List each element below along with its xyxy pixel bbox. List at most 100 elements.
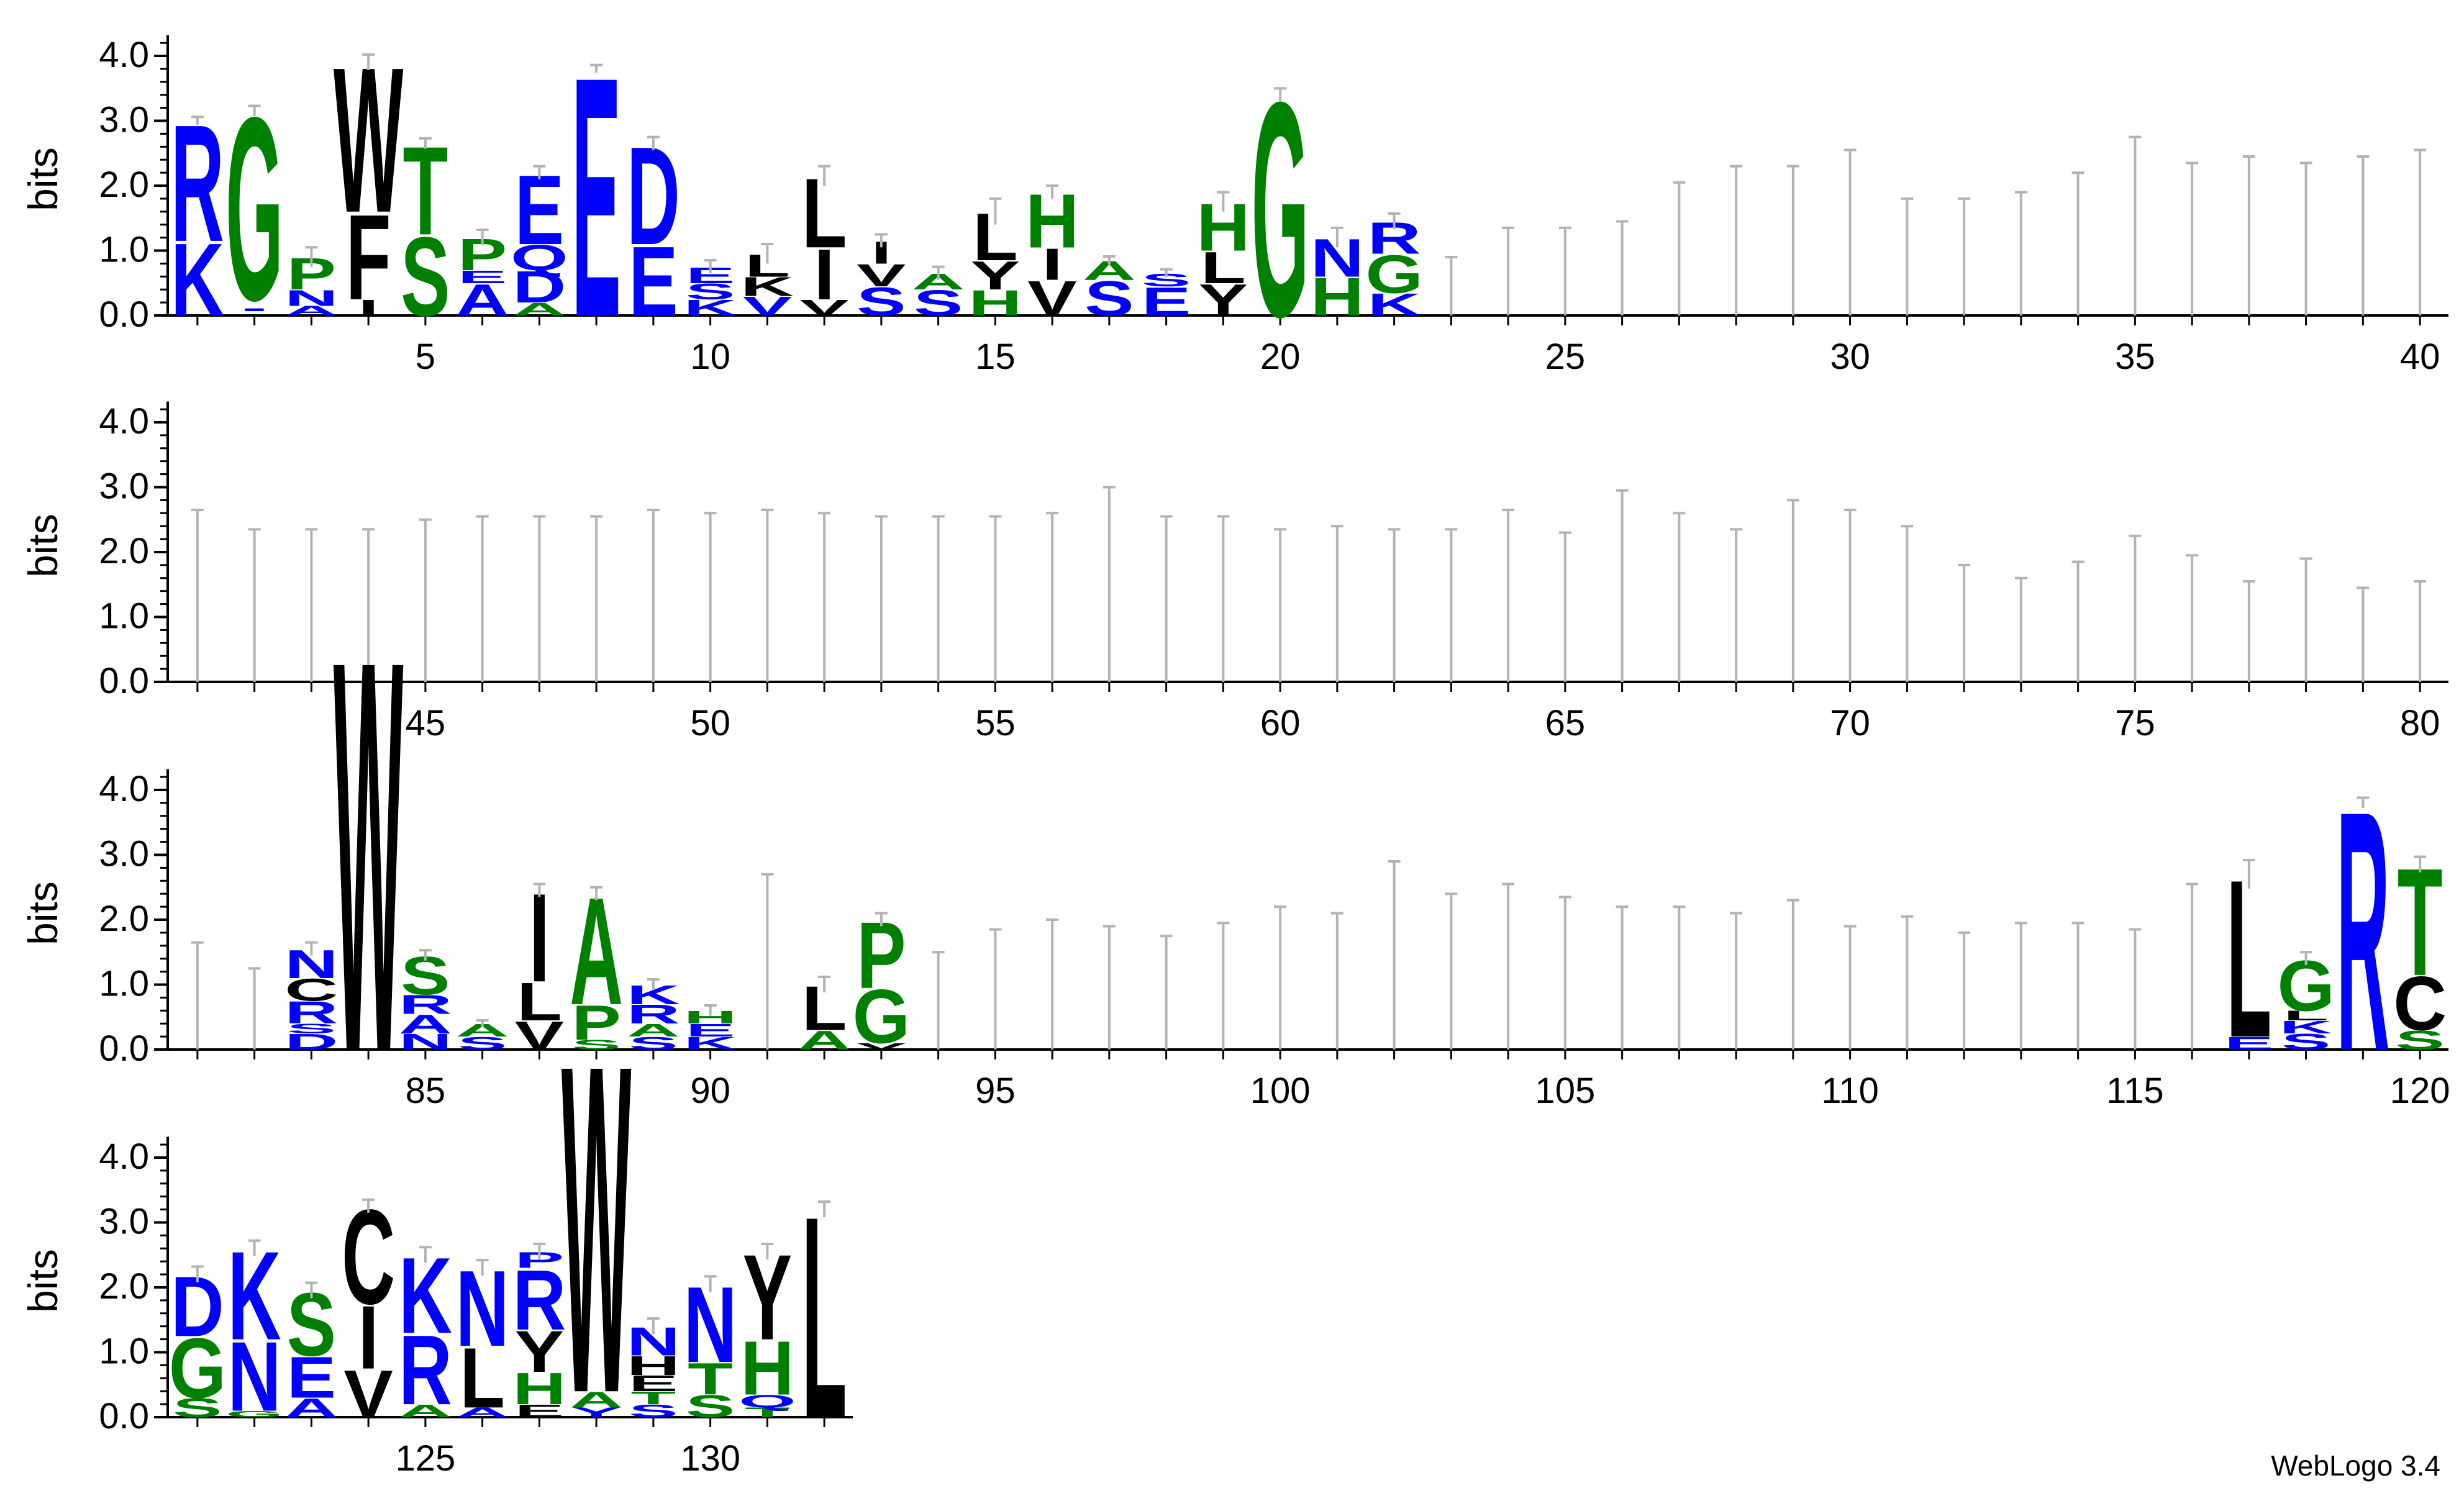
logo-column-47 xyxy=(533,515,546,682)
logo-column-28 xyxy=(1730,165,1743,315)
logo-letter: L xyxy=(460,1330,505,1426)
logo-letter: S xyxy=(1084,271,1134,326)
logo-column-64 xyxy=(1502,509,1515,682)
y-axis-label: bits xyxy=(20,514,66,578)
logo-column-34 xyxy=(2071,171,2084,315)
logo-column-42 xyxy=(248,528,261,682)
y-tick-label: 2.0 xyxy=(99,531,149,571)
logo-letter: V xyxy=(857,1041,906,1051)
logo-letter: H xyxy=(740,1325,794,1411)
logo-letter: S xyxy=(629,1401,678,1421)
logo-letter: G xyxy=(225,1409,283,1419)
logo-letter: K xyxy=(1368,288,1421,323)
y-tick-label: 4.0 xyxy=(99,769,149,809)
logo-column-25 xyxy=(1558,226,1571,315)
y-axis-label: bits xyxy=(20,1249,66,1313)
logo-letter: K xyxy=(684,1033,737,1053)
logo-column-6: AEP xyxy=(456,229,509,325)
logo-column-50 xyxy=(704,512,717,682)
logo-letter: S xyxy=(686,279,735,304)
logo-column-119: R xyxy=(2336,740,2389,1123)
x-tick-label: 130 xyxy=(680,1438,740,1479)
logo-column-33 xyxy=(2014,191,2027,315)
x-tick-label: 55 xyxy=(975,703,1016,743)
logo-column-10: KSE xyxy=(684,259,737,320)
logo-column-124: VIC xyxy=(342,1182,395,1432)
logo-column-81 xyxy=(191,941,204,1050)
logo-column-58 xyxy=(1160,515,1173,682)
y-tick-label: 3.0 xyxy=(99,1202,149,1242)
x-tick-label: 90 xyxy=(690,1071,730,1111)
logo-column-43 xyxy=(305,528,318,682)
logo-letter: K xyxy=(2280,1017,2333,1037)
logo-column-41 xyxy=(191,509,204,682)
logo-column-106 xyxy=(1616,905,1629,1050)
logo-column-38 xyxy=(2299,161,2312,315)
logo-letter: R xyxy=(399,990,452,1020)
logo-letter: W xyxy=(561,968,632,1490)
logo-column-32 xyxy=(1958,197,1971,315)
logo-column-37 xyxy=(2242,155,2255,315)
logo-column-39 xyxy=(2357,155,2370,315)
logo-letter: R xyxy=(284,995,338,1031)
logo-letter: E xyxy=(458,267,507,287)
logo-letter: F xyxy=(346,189,391,325)
logo-letter: D xyxy=(512,262,566,312)
logo-column-73 xyxy=(2014,576,2027,682)
x-tick-label: 5 xyxy=(416,337,435,377)
logo-letter: E xyxy=(629,1371,678,1396)
x-tick-label: 100 xyxy=(1250,1071,1311,1111)
logo-column-12: VIL xyxy=(799,158,849,320)
logo-letter: A xyxy=(284,1393,338,1423)
logo-column-113 xyxy=(2014,922,2027,1050)
logo-letter: T xyxy=(688,1354,733,1404)
logo-column-20: G xyxy=(1252,39,1309,381)
logo-column-130: STN xyxy=(684,1264,737,1425)
logo-column-107 xyxy=(1673,905,1686,1050)
x-tick-label: 35 xyxy=(2115,337,2155,377)
logo-letter: V xyxy=(799,295,849,320)
logo-letter: S xyxy=(173,1393,222,1423)
y-tick-label: 3.0 xyxy=(99,834,149,874)
logo-column-59 xyxy=(1217,515,1230,682)
logo-letter: S xyxy=(287,1022,336,1036)
logo-letter: H xyxy=(1311,267,1364,327)
logo-letter: A xyxy=(512,299,566,319)
y-axis-label: bits xyxy=(20,147,66,211)
logo-letter: I xyxy=(814,234,835,314)
logo-letter: E xyxy=(2224,1033,2273,1053)
logo-column-92: AL xyxy=(798,974,851,1056)
logo-column-3: ANP xyxy=(284,246,338,319)
x-tick-label: 65 xyxy=(1545,703,1586,743)
logo-column-112 xyxy=(1958,931,1971,1050)
logo-column-105 xyxy=(1558,896,1571,1050)
logo-column-35 xyxy=(2129,135,2142,315)
logo-letter: A xyxy=(399,1401,452,1421)
logo-letter: N xyxy=(284,285,338,311)
logo-letter: G xyxy=(853,974,911,1059)
logo-column-1: KR xyxy=(171,91,224,338)
y-tick-label: 3.0 xyxy=(99,466,149,507)
logo-letter: I xyxy=(358,1288,379,1389)
logo-letter: H xyxy=(968,283,1022,323)
logo-letter: S xyxy=(629,1033,678,1053)
logo-column-56 xyxy=(1046,512,1059,682)
logo-column-2: -G xyxy=(225,63,283,355)
logo-column-24 xyxy=(1502,226,1515,315)
logo-column-29 xyxy=(1786,165,1799,315)
x-tick-label: 105 xyxy=(1535,1071,1595,1111)
logo-column-102 xyxy=(1388,859,1401,1050)
y-tick-label: 2.0 xyxy=(99,1266,149,1307)
logo-column-30 xyxy=(1843,148,1857,315)
logo-column-121: SGD xyxy=(169,1259,227,1423)
logo-letter: - xyxy=(242,295,267,320)
logo-column-91 xyxy=(761,873,774,1050)
logo-column-78 xyxy=(2299,557,2312,682)
logo-letter: W xyxy=(334,545,404,1169)
logo-column-13: SVI xyxy=(857,233,906,324)
logo-column-21: HN xyxy=(1311,226,1364,327)
logo-letter: A xyxy=(627,1020,680,1040)
